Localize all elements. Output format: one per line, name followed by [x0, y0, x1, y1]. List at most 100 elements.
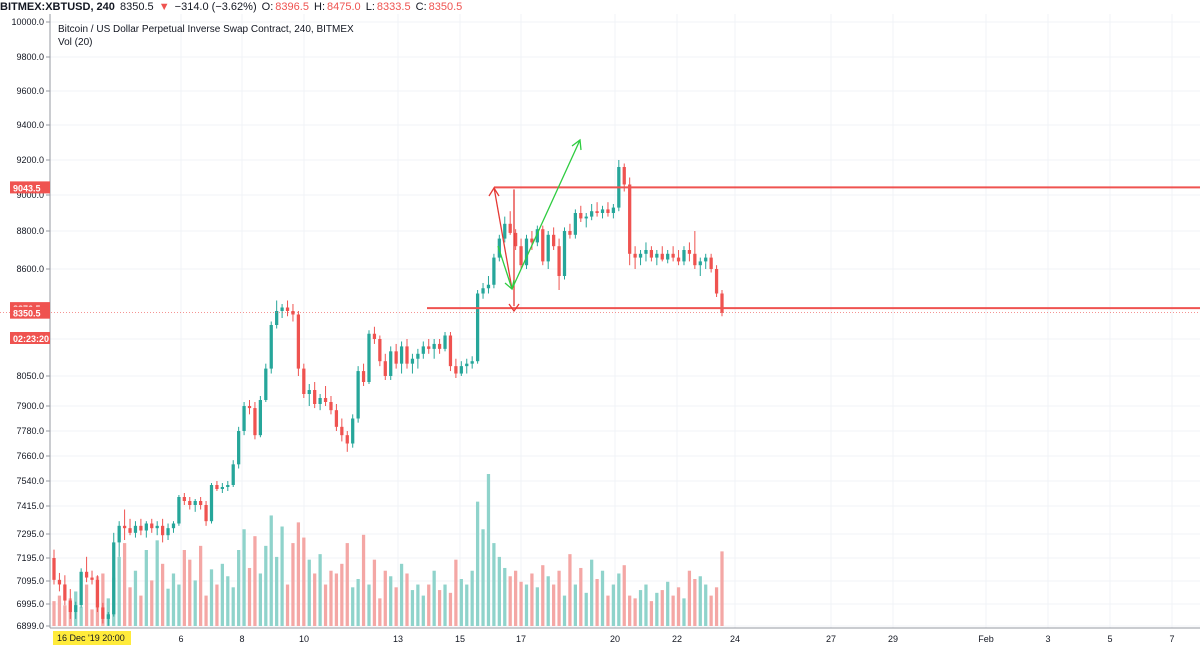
candle-body	[519, 246, 523, 266]
volume-bar	[410, 590, 415, 626]
volume-bar	[383, 570, 387, 626]
candle-body	[405, 346, 409, 364]
candle-body	[541, 229, 545, 262]
price-tick-label: 9600.0	[16, 86, 44, 96]
volume-bar	[372, 559, 377, 626]
candle-body	[139, 525, 143, 531]
candle-body	[209, 485, 214, 522]
time-tick-label: 13	[393, 634, 403, 644]
candle-body	[117, 525, 121, 543]
candle-body	[562, 231, 567, 276]
volume-bar	[535, 587, 539, 626]
start-date-badge	[53, 631, 131, 645]
volume-bar	[171, 573, 176, 626]
candle-body	[345, 435, 349, 444]
candle-body	[513, 232, 518, 247]
price-tick-label: 8600.0	[16, 264, 44, 274]
volume-bar	[247, 567, 252, 626]
candle-body	[340, 426, 344, 436]
volume-bar	[573, 584, 577, 626]
candle-body	[546, 234, 550, 262]
candle-body	[676, 257, 681, 262]
price-badge	[10, 332, 50, 344]
candle-body	[470, 361, 474, 364]
candle-body	[68, 600, 72, 613]
candle-body	[166, 528, 170, 536]
volume-bar	[237, 550, 241, 626]
candle-body	[481, 288, 485, 294]
volume-bar	[79, 606, 83, 626]
candle-body	[432, 343, 436, 349]
candle-body	[600, 209, 605, 213]
candle-body	[590, 211, 594, 217]
candle-body	[486, 284, 491, 289]
candle-body	[503, 223, 507, 239]
candle-body	[280, 307, 284, 311]
symbol-label[interactable]: BITMEX:XBTUSD, 240	[0, 1, 115, 13]
red-arrow-head	[508, 303, 520, 313]
candle-body	[611, 207, 616, 213]
price-badge	[10, 181, 50, 194]
volume-bar	[90, 609, 94, 626]
volume-bar	[275, 556, 279, 626]
volume-bar	[204, 595, 208, 626]
volume-bar	[177, 584, 181, 626]
candle-body	[655, 253, 659, 258]
price-badge	[10, 306, 50, 319]
time-tick-label: 3	[1045, 634, 1050, 644]
time-tick-label: 10	[299, 634, 309, 644]
volume-bar	[655, 592, 659, 626]
volume-bar	[557, 570, 561, 626]
green-arrow-down	[497, 245, 513, 290]
price-tick-label: 7195.0	[16, 553, 44, 563]
candle-body	[84, 571, 89, 578]
volume-bar	[340, 563, 344, 626]
candle-body	[285, 307, 290, 311]
price-tick-label: 8800.0	[16, 226, 44, 236]
volume-bar	[432, 570, 436, 626]
volume-bar	[459, 579, 463, 626]
candle-body	[666, 253, 670, 260]
candles-layer	[52, 160, 724, 626]
candle-body	[57, 579, 62, 585]
volume-bar	[622, 565, 626, 626]
price-badge-label: 9043.5	[13, 183, 41, 193]
volume-bar	[155, 540, 159, 626]
candle-body	[421, 346, 425, 354]
volume-bar	[709, 595, 713, 626]
high-label: H:	[314, 1, 326, 13]
price-badge-label: 02:23:20	[13, 334, 49, 344]
candle-body	[437, 343, 442, 349]
time-tick-label: 29	[888, 634, 898, 644]
candle-body	[79, 571, 83, 606]
candle-body	[557, 246, 561, 276]
candle-body	[329, 402, 333, 411]
volume-bar	[492, 543, 496, 626]
volume-bar	[644, 584, 648, 626]
time-tick-label: 22	[672, 634, 682, 644]
candle-body	[367, 333, 371, 382]
volume-bar	[193, 580, 197, 626]
candle-body	[291, 311, 295, 315]
candle-body	[253, 408, 257, 436]
volume-bar	[698, 576, 702, 626]
candle-body	[714, 269, 719, 294]
candle-body	[552, 234, 556, 247]
volume-bar	[606, 595, 610, 626]
candle-body	[649, 250, 654, 258]
volume-bar	[160, 563, 165, 626]
candle-body	[704, 257, 708, 262]
candle-body	[465, 363, 469, 367]
candle-body	[383, 361, 387, 376]
volume-bar	[188, 559, 192, 626]
drawings-layer[interactable]	[0, 138, 1200, 313]
time-tick-label: 20	[610, 634, 620, 644]
candle-body	[90, 577, 94, 580]
volume-bar	[242, 529, 246, 626]
volume-bar	[302, 537, 306, 626]
volume-bar	[443, 584, 447, 626]
volume-bar	[448, 592, 453, 626]
volume-bar	[704, 584, 708, 626]
candle-body	[351, 418, 355, 444]
